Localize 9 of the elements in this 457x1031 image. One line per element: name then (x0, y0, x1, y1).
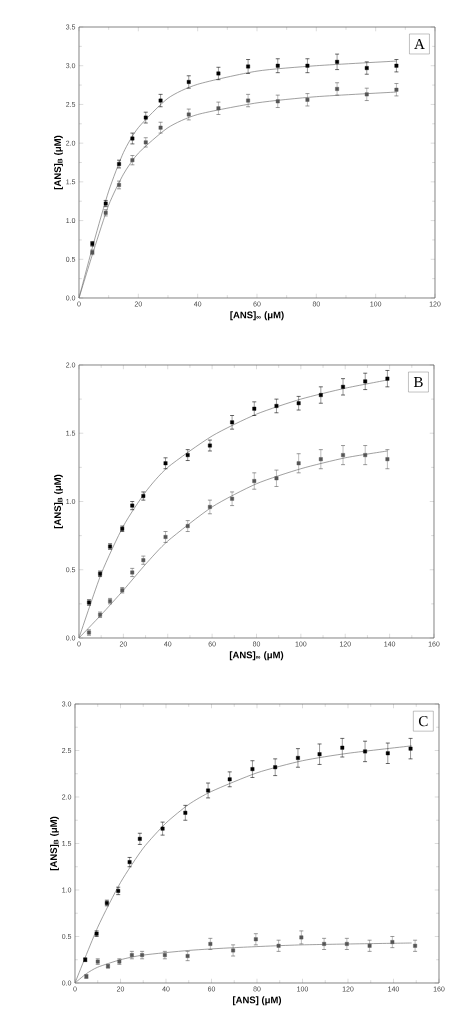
annotation: B (413, 377, 423, 387)
y-axis-title: [ANS]$_{B}$ (μM) (50, 816, 59, 871)
annotation: A (414, 39, 425, 49)
annotation: C (418, 716, 428, 727)
y-axis-title: [ANS]$_{B}$ (μM) (54, 474, 63, 529)
x-axis-title: [ANS]$_{∞}$ (μM) (229, 651, 284, 661)
x-axis-title: [ANS]$_{∞}$ (μM) (230, 311, 284, 321)
y-axis-title: [ANS]$_{B}$ (μM) (54, 135, 63, 190)
x-axis-title: [ANS] (μM) (232, 996, 282, 1006)
